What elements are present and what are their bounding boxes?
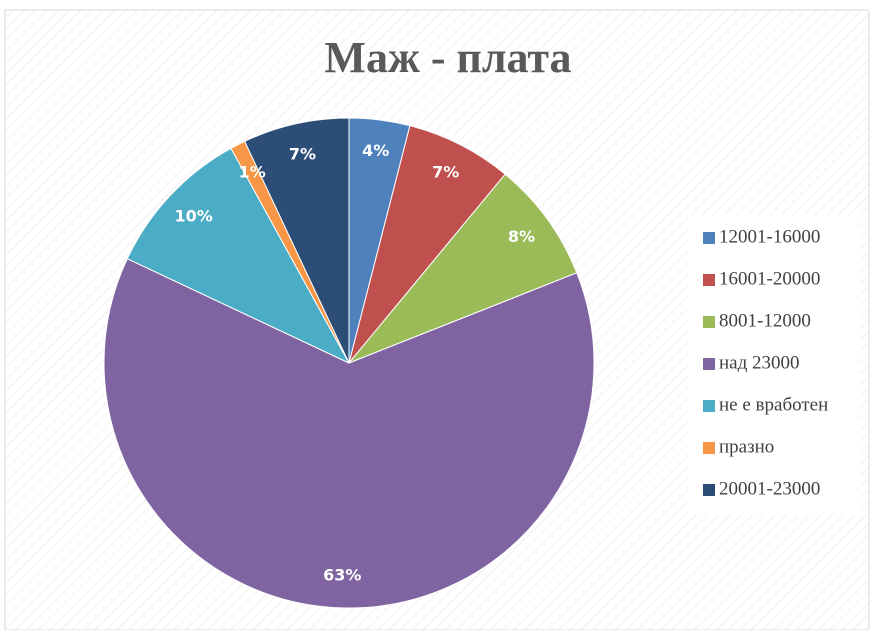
legend-swatch: [703, 316, 715, 328]
data-label: 7%: [432, 163, 459, 182]
legend-swatch: [703, 232, 715, 244]
legend-swatch: [703, 442, 715, 454]
data-label: 1%: [239, 163, 266, 182]
legend-label: над 23000: [719, 352, 800, 373]
legend-label: 12001-16000: [719, 226, 820, 247]
chart-title: Маж - плата: [324, 33, 571, 82]
data-label: 10%: [174, 207, 212, 226]
legend-swatch: [703, 484, 715, 496]
legend-box: [688, 215, 860, 515]
legend-swatch: [703, 274, 715, 286]
legend-label: 20001-23000: [719, 478, 820, 499]
data-label: 7%: [289, 144, 316, 163]
pie-slice: [103, 258, 595, 609]
data-label: 8%: [508, 227, 535, 246]
data-label: 63%: [323, 566, 361, 585]
legend-swatch: [703, 400, 715, 412]
legend-label: празно: [719, 436, 774, 457]
pie-slice: [126, 147, 351, 365]
data-label: 4%: [362, 141, 389, 160]
legend-label: не е вработен: [719, 394, 828, 415]
pie-slice: [244, 117, 350, 364]
legend-swatch: [703, 358, 715, 370]
pie-slice: [348, 125, 506, 364]
legend-label: 8001-12000: [719, 310, 811, 331]
legend-label: 16001-20000: [719, 268, 820, 289]
pie-slice: [348, 173, 578, 364]
